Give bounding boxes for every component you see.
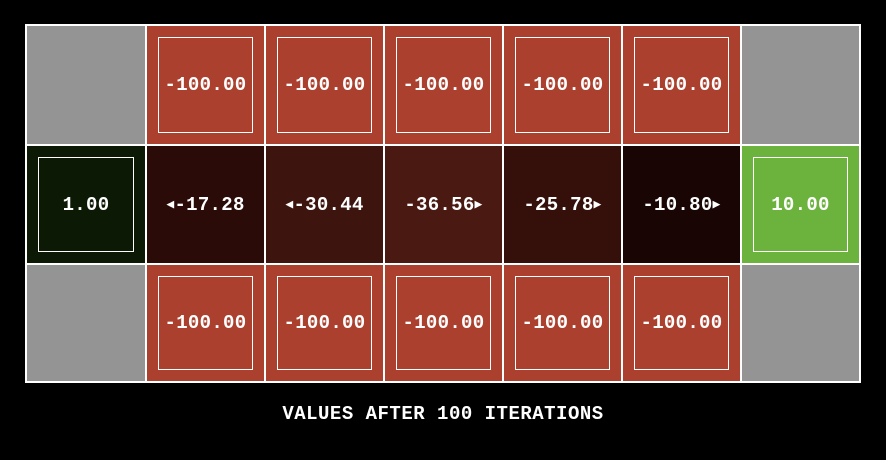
terminal-marker [753,157,848,252]
wall-cell [742,265,859,381]
cell-value: ◀-17.28 [147,194,264,216]
terminal-marker [396,276,491,370]
value-text: -10.80 [642,193,713,216]
cliff-cell: -100.00 [385,26,502,144]
cell-value: -100.00 [504,312,621,334]
terminal-marker [515,276,610,370]
terminal-marker [38,157,134,252]
cliff-cell: -100.00 [266,265,383,381]
state-cell: -10.80▶ [623,146,740,263]
cliff-cell: -100.00 [147,26,264,144]
cell-value: -100.00 [504,74,621,96]
terminal-marker [158,37,253,133]
wall-cell [742,26,859,144]
arrow-right-icon: ▶ [712,196,721,212]
cell-value: -10.80▶ [623,194,740,216]
value-text: -25.78 [523,193,594,216]
arrow-right-icon: ▶ [474,196,483,212]
arrow-left-icon: ◀ [285,196,294,212]
arrow-right-icon: ▶ [593,196,602,212]
value-text: -100.00 [283,74,366,96]
value-text: -100.00 [521,312,604,334]
cell-value: -100.00 [147,312,264,334]
wall-cell [27,26,145,144]
value-text: -100.00 [640,312,723,334]
cell-value: 1.00 [27,194,145,216]
terminal-marker [634,37,729,133]
cell-value: -100.00 [623,312,740,334]
cell-value: -100.00 [266,312,383,334]
value-grid: -100.00 -100.00 -100.00 -100.00 -100.00 1.00 ◀… [25,24,861,383]
terminal-marker [515,37,610,133]
value-text: 10.00 [771,193,830,216]
value-text: -100.00 [402,74,485,96]
value-text: 1.00 [62,193,110,216]
value-text: -100.00 [283,312,366,334]
cell-value: -36.56▶ [385,194,502,216]
cell-value: -100.00 [385,74,502,96]
value-text: -30.44 [293,193,364,216]
value-text: -100.00 [164,74,247,96]
value-text: -17.28 [174,193,245,216]
cell-value: 10.00 [742,194,859,216]
cell-value: ◀-30.44 [266,194,383,216]
terminal-marker [277,37,372,133]
cell-value: -100.00 [385,312,502,334]
arrow-left-icon: ◀ [166,196,175,212]
terminal-marker [634,276,729,370]
cliff-cell: -100.00 [623,265,740,381]
grid-caption: VALUES AFTER 100 ITERATIONS [282,403,604,425]
cell-value: -25.78▶ [504,194,621,216]
value-text: -100.00 [402,312,485,334]
terminal-marker [277,276,372,370]
value-text: -100.00 [640,74,723,96]
exit-cell: 1.00 [27,146,145,263]
state-cell: -36.56▶ [385,146,502,263]
state-cell: -25.78▶ [504,146,621,263]
value-text: -100.00 [164,312,247,334]
cell-value: -100.00 [266,74,383,96]
cliff-cell: -100.00 [504,26,621,144]
value-text: -36.56 [404,193,475,216]
state-cell: ◀-17.28 [147,146,264,263]
wall-cell [27,265,145,381]
cell-value: -100.00 [623,74,740,96]
terminal-marker [396,37,491,133]
state-cell: ◀-30.44 [266,146,383,263]
cliff-cell: -100.00 [147,265,264,381]
cliff-cell: -100.00 [266,26,383,144]
cliff-cell: -100.00 [385,265,502,381]
terminal-marker [158,276,253,370]
exit-cell: 10.00 [742,146,859,263]
cliff-cell: -100.00 [623,26,740,144]
value-text: -100.00 [521,74,604,96]
cliff-cell: -100.00 [504,265,621,381]
cell-value: -100.00 [147,74,264,96]
